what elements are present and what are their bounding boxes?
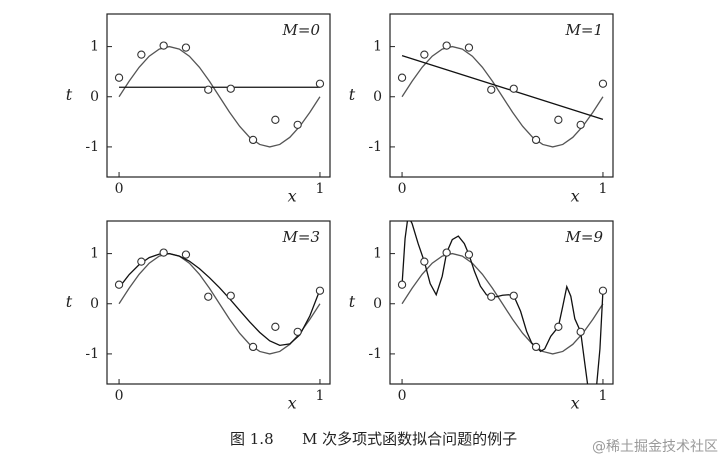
x-tick-label: 0 xyxy=(398,388,407,404)
plot-area xyxy=(397,41,608,148)
data-point xyxy=(248,135,258,145)
curve xyxy=(401,45,604,148)
panel: -1 0 1 0 1 x t M=0 xyxy=(66,13,331,206)
y-tick-label: 1 xyxy=(90,39,99,55)
x-tick-label: 1 xyxy=(315,388,324,404)
x-axis-label: x xyxy=(288,394,297,413)
panel: -1 0 1 0 1 x t M=3 xyxy=(66,220,331,413)
data-point xyxy=(598,79,608,88)
x-tick-label: 0 xyxy=(115,181,124,197)
plot-area xyxy=(114,248,325,355)
y-tick-label: 0 xyxy=(90,296,99,312)
y-axis-label: t xyxy=(66,85,73,104)
panel: -1 0 1 0 1 x t M=9 xyxy=(349,220,614,413)
data-point xyxy=(420,257,429,266)
y-axis-label: t xyxy=(66,292,73,311)
data-point xyxy=(248,342,258,352)
data-point xyxy=(576,327,585,336)
data-point xyxy=(531,135,541,145)
data-point xyxy=(464,43,474,52)
y-tick-label: -1 xyxy=(368,346,382,362)
data-point xyxy=(114,280,124,289)
y-tick-label: 0 xyxy=(373,89,382,105)
x-axis-label: x xyxy=(571,187,580,206)
watermark: @稀土掘金技术社区 xyxy=(592,439,718,455)
data-point xyxy=(576,120,585,129)
data-point xyxy=(509,84,518,93)
data-point xyxy=(137,257,146,266)
curve xyxy=(118,252,321,347)
caption-text: M 次多项式函数拟合问题的例子 xyxy=(302,430,517,448)
data-point xyxy=(204,292,213,301)
panel: -1 0 1 0 1 x t M=1 xyxy=(349,13,614,206)
x-axis-label: x xyxy=(288,187,297,206)
plot-frame xyxy=(106,13,331,178)
curve xyxy=(401,252,604,355)
data-point xyxy=(509,291,518,300)
plot-frame xyxy=(389,220,614,385)
plot-area xyxy=(397,221,608,384)
data-point xyxy=(554,115,563,124)
y-tick-label: -1 xyxy=(368,139,382,155)
annotation: M=3 xyxy=(282,228,320,246)
y-tick-label: 1 xyxy=(90,246,99,262)
data-point xyxy=(420,50,429,59)
data-point xyxy=(315,79,325,88)
data-point xyxy=(271,322,280,331)
data-point xyxy=(464,250,474,259)
annotation: M=9 xyxy=(565,228,604,246)
data-point xyxy=(442,41,451,50)
y-tick-label: 1 xyxy=(373,246,382,262)
x-tick-label: 0 xyxy=(398,181,407,197)
annotation: M=1 xyxy=(565,21,603,39)
y-tick-label: 0 xyxy=(373,296,382,312)
curve xyxy=(401,55,604,120)
y-tick-label: -1 xyxy=(85,346,99,362)
plot-frame xyxy=(106,220,331,385)
data-point xyxy=(137,50,146,59)
data-point xyxy=(598,286,608,295)
data-point xyxy=(181,250,191,259)
data-point xyxy=(487,85,496,94)
annotation: M=0 xyxy=(282,21,321,39)
y-tick-label: -1 xyxy=(85,139,99,155)
curve xyxy=(401,221,604,384)
caption-label: 图 1.8 xyxy=(230,430,274,448)
data-point xyxy=(181,43,191,52)
data-point xyxy=(293,327,302,336)
data-point xyxy=(226,84,235,93)
data-point xyxy=(114,73,124,82)
data-point xyxy=(442,248,451,257)
data-point xyxy=(315,286,325,295)
y-tick-label: 1 xyxy=(373,39,382,55)
data-point xyxy=(271,115,280,124)
data-point xyxy=(554,322,563,331)
data-point xyxy=(487,292,496,301)
data-point xyxy=(293,120,302,129)
y-axis-label: t xyxy=(349,85,356,104)
plot-frame xyxy=(389,13,614,178)
x-tick-label: 1 xyxy=(598,388,607,404)
data-point xyxy=(397,280,407,289)
x-tick-label: 0 xyxy=(115,388,124,404)
x-axis-label: x xyxy=(571,394,580,413)
x-tick-label: 1 xyxy=(598,181,607,197)
y-axis-label: t xyxy=(349,292,356,311)
plot-area xyxy=(114,41,325,148)
data-point xyxy=(397,73,407,82)
y-tick-label: 0 xyxy=(90,89,99,105)
data-point xyxy=(226,291,235,300)
curve xyxy=(118,45,321,148)
curve xyxy=(118,252,321,355)
data-point xyxy=(204,85,213,94)
data-point xyxy=(159,248,168,257)
x-tick-label: 1 xyxy=(315,181,324,197)
data-point xyxy=(159,41,168,50)
data-point xyxy=(531,342,541,352)
